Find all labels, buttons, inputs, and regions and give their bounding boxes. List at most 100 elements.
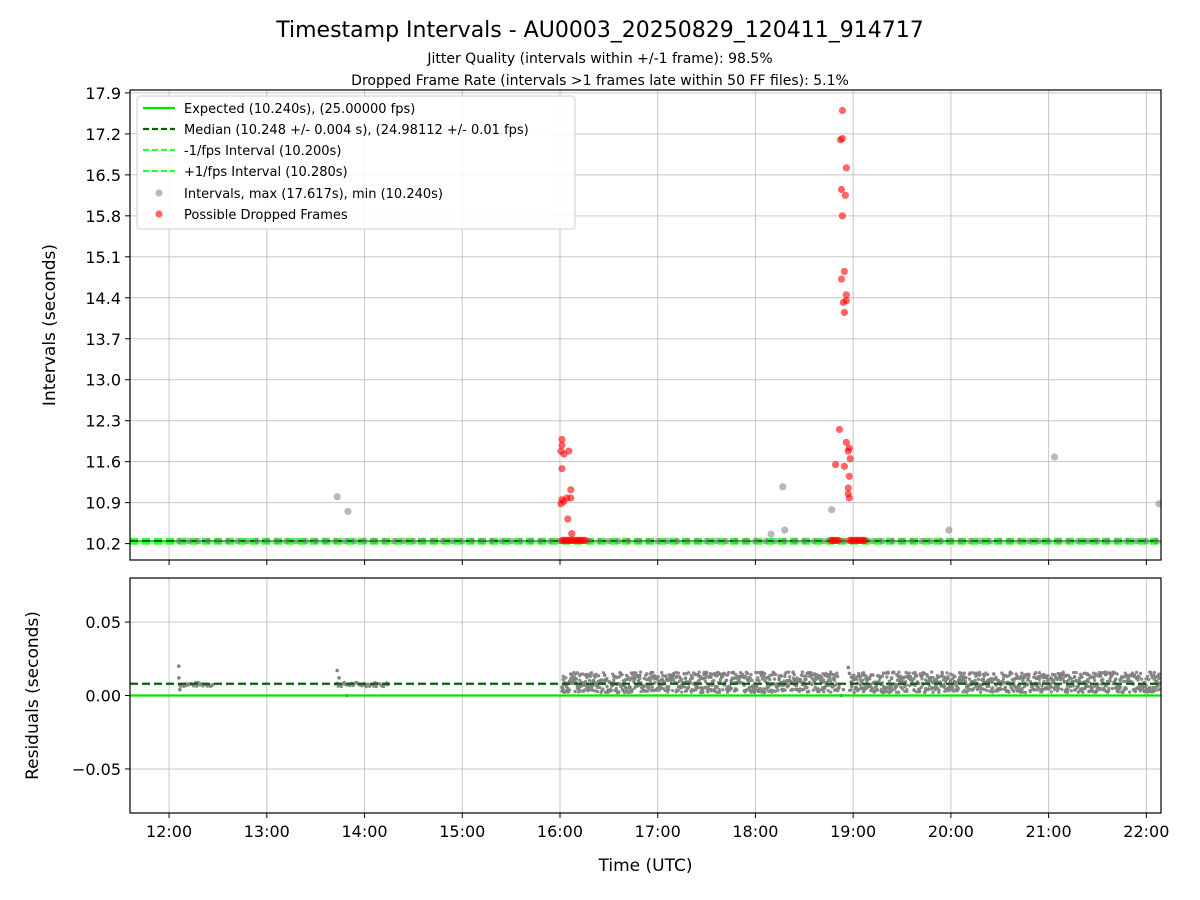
residuals-panel: 12:00 13:00 14:00 15:00 16:00 17:00 18:00 19:00…: [23, 577, 1169, 876]
residual-point: [335, 668, 339, 673]
residual-point: [729, 686, 734, 691]
residual-point: [211, 682, 215, 687]
residual-point: [596, 674, 601, 678]
residual-point: [678, 686, 683, 690]
interval-point: [1155, 500, 1161, 508]
residual-point: [1040, 684, 1044, 688]
residual-point: [1094, 672, 1098, 676]
residual-point: [1034, 670, 1038, 675]
residual-point: [717, 687, 721, 692]
residual-point: [712, 688, 717, 693]
interval-point: [781, 537, 788, 545]
residual-point: [991, 672, 996, 676]
residual-point: [704, 673, 708, 677]
residual-point: [634, 671, 638, 675]
residual-point: [947, 687, 951, 692]
interval-point: [1094, 537, 1101, 545]
x-tick-label: 19:00: [830, 822, 876, 841]
interval-point: [371, 537, 378, 545]
residual-point: [1028, 689, 1032, 694]
interval-point: [1074, 537, 1082, 545]
dropped-frame-point: [844, 447, 852, 455]
legend-box: [136, 95, 576, 230]
residual-point: [956, 687, 961, 691]
residual-point: [683, 676, 688, 681]
residual-point: [792, 672, 797, 677]
dropped-frame-point: [567, 486, 575, 494]
residual-point: [573, 689, 577, 694]
residual-point: [942, 684, 947, 688]
residual-point: [835, 674, 840, 679]
residual-point: [717, 690, 722, 694]
interval-point: [478, 537, 486, 545]
residual-point: [790, 688, 794, 692]
residual-point: [1101, 677, 1105, 682]
residual-point: [1092, 684, 1097, 688]
residual-point: [697, 670, 701, 674]
residual-point: [978, 690, 983, 694]
residual-point: [1136, 678, 1140, 682]
residual-point: [191, 684, 196, 688]
residual-point: [648, 679, 653, 683]
residual-point: [832, 678, 837, 682]
residual-point: [1155, 679, 1159, 684]
residual-point: [589, 671, 594, 675]
interval-point: [361, 537, 368, 545]
residual-point: [749, 672, 753, 677]
dropped-frame-point: [842, 291, 850, 299]
residual-point: [795, 676, 799, 680]
legend-label: Intervals, max (17.617s), min (10.240s): [184, 187, 443, 202]
residual-point: [1020, 671, 1024, 675]
residual-point: [1077, 679, 1082, 683]
residual-point: [1071, 670, 1076, 675]
residual-point: [1069, 689, 1074, 693]
residual-point: [826, 678, 830, 683]
interval-point: [527, 537, 534, 545]
dropped-frame-point: [565, 447, 573, 455]
interval-point: [204, 537, 212, 545]
bottom-y-tick-label: 0.00: [85, 687, 121, 706]
residual-point: [676, 671, 681, 675]
residual-point: [1027, 672, 1031, 676]
residual-point: [1065, 690, 1070, 695]
residual-point: [616, 690, 621, 694]
interval-point: [439, 537, 446, 545]
residual-point: [837, 685, 841, 690]
residual-point: [590, 684, 595, 688]
residual-point: [786, 683, 791, 688]
residual-point: [686, 671, 691, 675]
residual-point: [1134, 670, 1139, 675]
residual-point: [763, 690, 767, 694]
interval-point: [615, 537, 622, 545]
residual-point: [1045, 678, 1050, 682]
residual-point: [1079, 674, 1084, 678]
residual-point: [800, 670, 805, 674]
residual-point: [570, 681, 575, 686]
interval-point: [762, 537, 769, 545]
residual-point: [1025, 682, 1030, 686]
residual-point: [1074, 670, 1078, 675]
residual-point: [656, 675, 661, 679]
residual-point: [794, 684, 799, 688]
residual-point: [824, 672, 828, 676]
residual-point: [1133, 689, 1138, 694]
residual-point: [682, 685, 687, 689]
interval-point: [537, 537, 544, 545]
top-y-tick-label: 15.1: [85, 248, 121, 267]
residual-point: [667, 684, 671, 689]
residual-point: [667, 687, 671, 692]
residual-point: [798, 677, 802, 682]
residual-point: [783, 674, 787, 679]
dropped-frame-point: [842, 164, 850, 172]
residual-point: [999, 687, 1003, 691]
residual-point: [1102, 687, 1106, 691]
dropped-frame-point: [837, 275, 846, 283]
legend-marker-swatch: [155, 189, 163, 197]
residual-point: [679, 678, 684, 682]
interval-point: [214, 537, 222, 545]
residual-point: [776, 688, 780, 692]
residual-point: [644, 672, 649, 676]
interval-point: [410, 537, 417, 545]
residual-point: [1041, 676, 1045, 680]
interval-point: [547, 537, 554, 545]
